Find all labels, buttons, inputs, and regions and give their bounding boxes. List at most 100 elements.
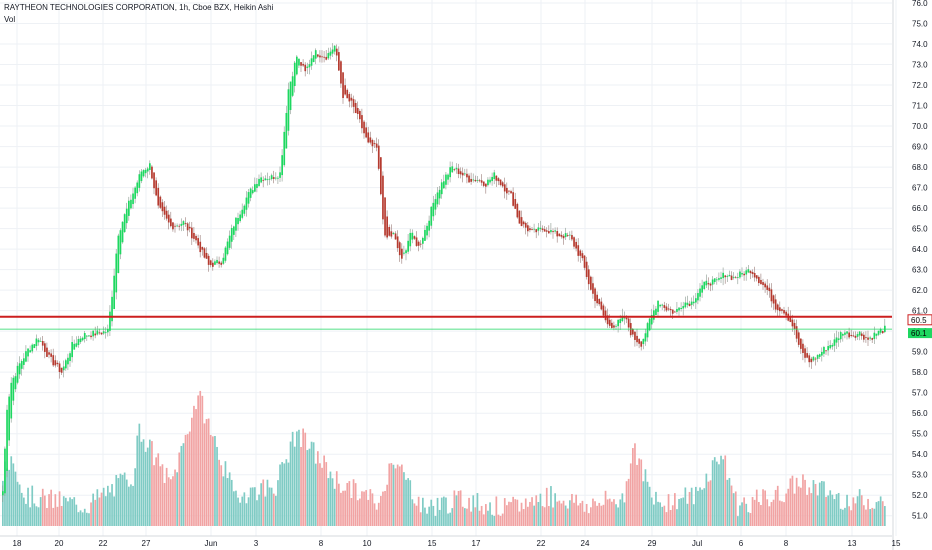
volume-bar bbox=[533, 505, 535, 526]
candle-body bbox=[14, 376, 17, 390]
volume-bar bbox=[373, 503, 376, 526]
candle-body bbox=[873, 332, 876, 339]
volume-bar bbox=[814, 483, 817, 526]
candle-body bbox=[657, 300, 659, 312]
x-tick-label: 22 bbox=[99, 539, 108, 548]
candle-body bbox=[275, 177, 277, 179]
volume-bar bbox=[684, 487, 687, 526]
volume-bar bbox=[884, 506, 886, 526]
candle-body bbox=[711, 279, 714, 285]
candle-body bbox=[503, 184, 506, 192]
volume-bar bbox=[611, 501, 613, 526]
y-tick-label: 57.0 bbox=[912, 389, 928, 398]
candle-body bbox=[699, 288, 701, 297]
candle-body bbox=[709, 283, 712, 286]
candle-body bbox=[426, 225, 428, 236]
candle-body bbox=[201, 246, 204, 250]
candle-body bbox=[130, 199, 132, 209]
volume-bar bbox=[571, 493, 573, 526]
volume-bar bbox=[797, 486, 800, 526]
candle-body bbox=[157, 187, 160, 206]
candle-body bbox=[235, 217, 237, 231]
y-tick-label: 56.0 bbox=[912, 409, 928, 418]
volume-bar bbox=[329, 471, 332, 526]
volume-bar bbox=[844, 507, 846, 526]
candle-body bbox=[136, 182, 139, 194]
candle-body bbox=[680, 307, 682, 310]
candle-body bbox=[218, 261, 220, 264]
candle-body bbox=[115, 253, 118, 293]
volume-bar bbox=[766, 499, 769, 526]
candle-body bbox=[770, 289, 773, 302]
candlesticks bbox=[2, 43, 886, 502]
candle-body bbox=[472, 179, 475, 181]
candle-body bbox=[447, 174, 449, 180]
candle-body bbox=[440, 182, 443, 195]
candle-body bbox=[877, 330, 880, 335]
candle-body bbox=[726, 276, 729, 277]
candle-body bbox=[445, 174, 447, 185]
candle-body bbox=[283, 131, 286, 166]
volume-bar bbox=[875, 502, 878, 526]
candle-body bbox=[478, 180, 481, 182]
volume-bar bbox=[115, 475, 118, 526]
y-tick-label: 75.0 bbox=[912, 20, 928, 29]
x-tick-label: Jun bbox=[205, 539, 218, 548]
volume-bar bbox=[20, 492, 23, 526]
volume-bar bbox=[54, 494, 57, 526]
candle-body bbox=[604, 310, 607, 321]
candle-body bbox=[800, 338, 802, 349]
volume-bar bbox=[636, 464, 638, 526]
volume-bar bbox=[690, 487, 693, 526]
candle-body bbox=[31, 344, 34, 352]
volume-bar bbox=[153, 465, 155, 526]
volume-bar bbox=[541, 506, 544, 526]
y-tick-label: 67.0 bbox=[912, 184, 928, 193]
candle-body bbox=[321, 56, 323, 58]
volume-bar bbox=[703, 488, 706, 526]
candle-body bbox=[537, 227, 540, 231]
candle-body bbox=[464, 173, 466, 175]
candle-body bbox=[510, 191, 512, 194]
volume-bar bbox=[823, 481, 825, 526]
volume-bar bbox=[277, 480, 279, 526]
candle-body bbox=[613, 325, 615, 328]
candle-body bbox=[409, 232, 412, 247]
volume-bar bbox=[306, 450, 309, 526]
candle-body bbox=[674, 311, 676, 313]
candle-body bbox=[333, 45, 336, 52]
candle-body bbox=[384, 197, 386, 236]
candle-body bbox=[46, 347, 48, 357]
volume-bar bbox=[642, 481, 645, 526]
volume-bar bbox=[235, 490, 237, 526]
candle-body bbox=[138, 174, 141, 188]
volume-bar bbox=[491, 514, 493, 526]
volume-bar bbox=[743, 497, 745, 526]
candle-body bbox=[247, 192, 250, 204]
volume-bar bbox=[881, 501, 884, 526]
volume-bar bbox=[230, 479, 233, 526]
volume-bar bbox=[482, 514, 485, 526]
candle-body bbox=[676, 308, 678, 312]
volume-bar bbox=[713, 457, 716, 526]
candle-body bbox=[499, 179, 502, 185]
volume-bar bbox=[33, 503, 36, 526]
candle-body bbox=[405, 250, 407, 254]
volume-bar bbox=[487, 510, 489, 526]
red-line-price-label: 60.5 bbox=[911, 316, 927, 325]
candle-body bbox=[438, 189, 441, 199]
candle-body bbox=[23, 358, 25, 365]
candle-body bbox=[842, 334, 844, 336]
candle-body bbox=[98, 332, 101, 334]
candle-body bbox=[260, 177, 262, 183]
volume-bar bbox=[182, 443, 185, 526]
candle-body bbox=[615, 325, 617, 327]
candle-body bbox=[83, 333, 86, 340]
candle-body bbox=[848, 332, 850, 338]
volume-bar bbox=[770, 502, 773, 526]
volume-bar bbox=[29, 507, 31, 526]
candle-body bbox=[518, 210, 521, 224]
candle-body bbox=[545, 230, 548, 232]
volume-bar bbox=[583, 511, 586, 526]
